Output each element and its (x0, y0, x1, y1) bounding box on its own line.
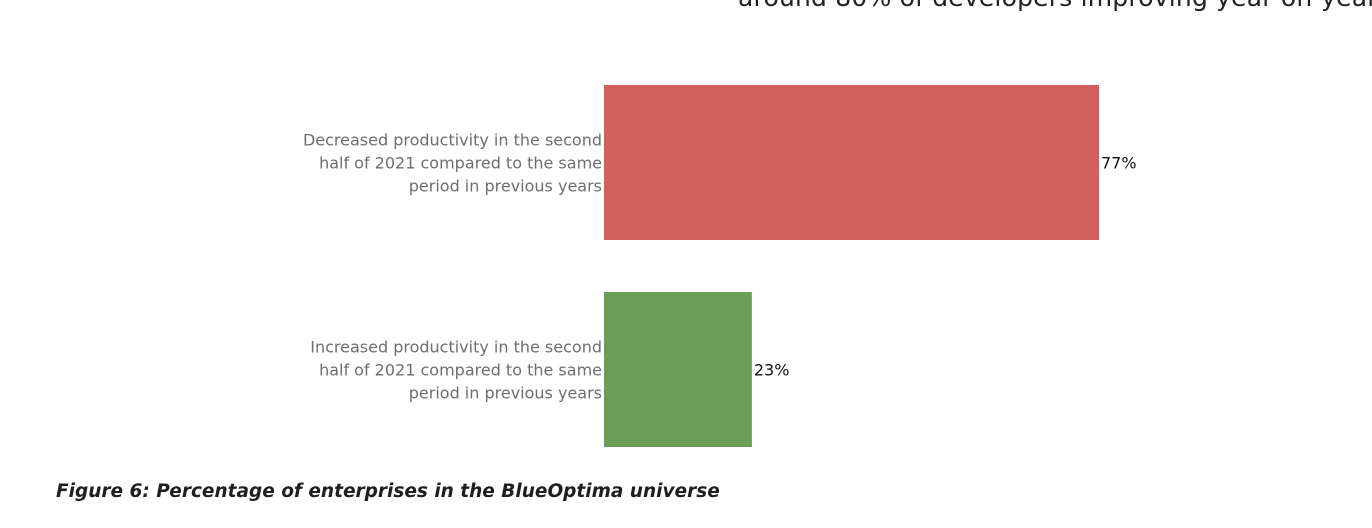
category-label-2-line-2: half of 2021 compared to the same (319, 361, 602, 380)
category-label-1-line-2: half of 2021 compared to the same (319, 154, 602, 173)
category-label-2-line-1: Increased productivity in the second (310, 338, 602, 357)
category-label-1-line-3: period in previous years (409, 177, 602, 196)
data-label-2: 23% (754, 361, 790, 380)
data-label-1: 77% (1101, 154, 1137, 173)
section-text-fragment: around 80% of developers improving year-… (738, 0, 1372, 12)
bar-2 (604, 292, 752, 447)
category-label-1-line-1: Decreased productivity in the second (303, 131, 602, 150)
bar-1 (604, 85, 1099, 240)
horizontal-bar-chart: 77% Decreased productivity in the second h… (303, 85, 1137, 447)
figure-caption: Figure 6: Percentage of enterprises in t… (56, 481, 720, 502)
category-label-2-line-3: period in previous years (409, 384, 602, 403)
